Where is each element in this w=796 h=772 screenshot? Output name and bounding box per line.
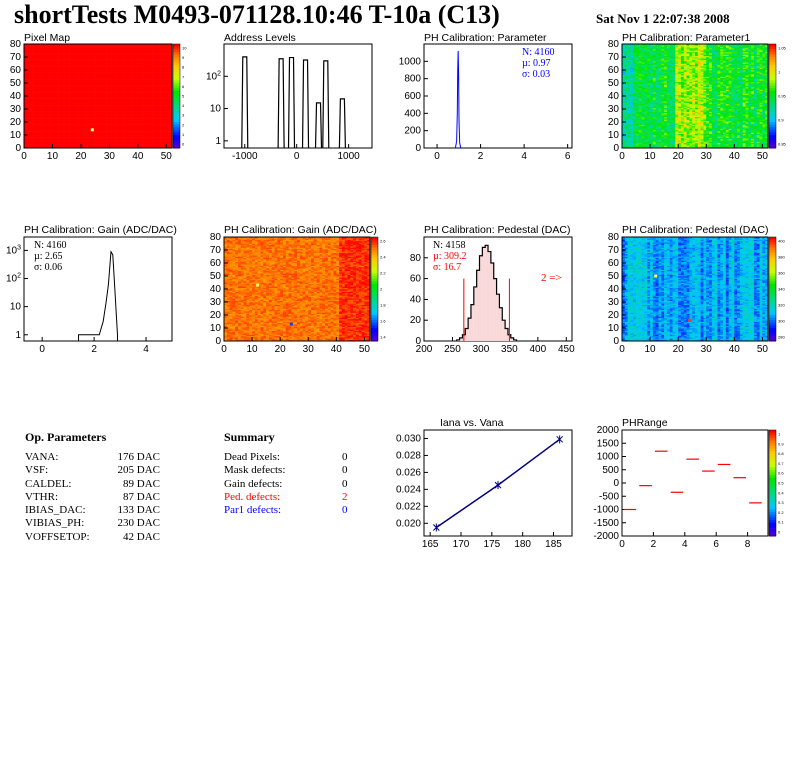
histogram-series [456, 51, 461, 148]
y-tick-label: 70 [10, 52, 22, 63]
x-tick-label: 50 [161, 151, 173, 162]
address-peak [339, 99, 345, 148]
y-tick-label: 50 [10, 78, 22, 89]
y-tick-label: 400 [404, 108, 421, 119]
address-peak [289, 58, 295, 148]
x-tick-label: 2 [478, 151, 484, 162]
x-tick-label: 4 [521, 151, 527, 162]
x-tick-label: 0 [294, 151, 300, 162]
outlier-pixel [91, 128, 94, 131]
y-tick-label: 1000 [399, 56, 422, 67]
x-tick-label: 6 [565, 151, 571, 162]
y-tick-label: 102 [206, 70, 221, 82]
x-tick-label: 0 [21, 151, 27, 162]
color-scale-label: 2 [182, 122, 185, 127]
address-peak [323, 61, 329, 148]
color-scale-label: 10 [182, 46, 187, 51]
x-tick-label: 40 [132, 151, 144, 162]
x-tick-label: 0 [434, 151, 440, 162]
y-tick-label: 10 [210, 104, 222, 115]
x-tick-label: 1000 [338, 151, 361, 162]
ph-param1-chart: 0 10 20 30 40 5001020304050607080 1.0510.950.9… [608, 39, 787, 162]
ph-param-chart: 0 2 4 6 0 200 400 600 800 1000 [399, 44, 572, 162]
y-tick-label: 30 [10, 104, 22, 115]
y-tick-label: 0 [415, 143, 421, 154]
address-peak [316, 103, 322, 148]
y-tick-label: 80 [10, 39, 22, 50]
color-scale-label: 8 [182, 65, 185, 70]
x-tick-label: -1000 [232, 151, 258, 162]
y-tick-label: 600 [404, 91, 421, 102]
y-tick-label: 40 [10, 91, 22, 102]
x-tick-label: 10 [47, 151, 59, 162]
x-tick-label: 20 [75, 151, 87, 162]
plot-frame [424, 44, 572, 148]
color-scale-label: 5 [182, 94, 185, 99]
y-tick-label: 60 [10, 65, 22, 76]
x-tick-label: 30 [104, 151, 116, 162]
plot-frame [224, 44, 372, 148]
color-scale-label: 0 [182, 142, 185, 147]
address-peak [303, 60, 309, 148]
y-tick-label: 10 [10, 130, 22, 141]
color-scale-label: 4 [182, 103, 185, 108]
address-levels-chart: -1000 0 1000 1 10 102 [206, 44, 372, 162]
y-tick-exponent: 2 [217, 70, 221, 77]
y-tick-label: 0 [15, 143, 21, 154]
color-scale-label: 7 [182, 74, 185, 79]
color-scale-label: 6 [182, 84, 185, 89]
color-scale-label: 1 [182, 132, 185, 137]
y-tick-label: 1 [215, 136, 221, 147]
address-peak [242, 57, 248, 148]
color-scale-label: 3 [182, 113, 185, 118]
y-tick-label: 20 [10, 117, 22, 128]
color-scale-label: 9 [182, 55, 185, 60]
y-tick-label: 800 [404, 74, 421, 85]
y-tick-label: 200 [404, 126, 421, 137]
address-peak [278, 59, 284, 148]
